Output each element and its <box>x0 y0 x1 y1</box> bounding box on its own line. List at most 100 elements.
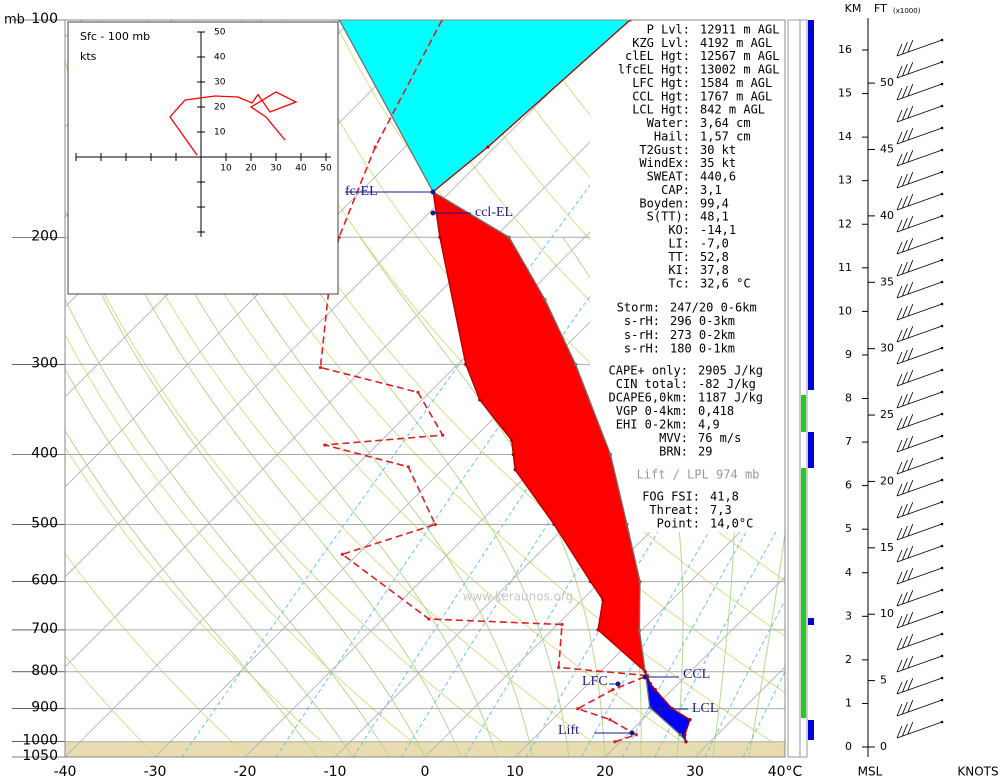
barb-staff <box>896 457 943 475</box>
barb-staff <box>896 721 943 739</box>
hodograph-line <box>169 91 298 156</box>
temperature-point <box>464 362 468 366</box>
barb-dot <box>940 610 944 614</box>
temperature-point <box>653 688 657 692</box>
moist-adiabat <box>162 237 498 757</box>
barb-staff <box>896 105 943 123</box>
parameter-value: 12911 m AGL <box>700 23 779 37</box>
barb-feather <box>896 263 903 277</box>
hodo-y-tick-label: 20 <box>214 103 226 113</box>
barb-feather <box>896 65 903 79</box>
isotherm <box>65 20 623 578</box>
dry-adiabat <box>65 208 523 757</box>
barb-feather <box>902 635 908 649</box>
barb-feather <box>896 417 903 431</box>
barb-dot <box>940 522 944 526</box>
green-flag <box>801 468 806 718</box>
label-layer: -40 -30 -20 -10 0 10 20 30 40°C 100 200 300 400 500 60… <box>4 11 803 780</box>
barb-feather <box>902 63 908 77</box>
barb-feather <box>907 590 914 603</box>
level-dot <box>657 706 663 712</box>
barb-feather <box>902 217 908 231</box>
km-tick-label: 15 <box>838 87 852 100</box>
dewpoint-point <box>427 617 431 621</box>
y-tick-label: 500 <box>31 515 58 531</box>
barb-feather <box>896 549 903 563</box>
dry-adiabat <box>100 20 705 757</box>
barb-staff <box>896 479 943 497</box>
parameter-value: 13002 m AGL <box>700 63 779 77</box>
barb-feather <box>907 106 914 119</box>
barb-feather <box>896 703 903 717</box>
barb-feather <box>902 41 908 55</box>
dry-adiabat <box>147 20 785 751</box>
barb-dot <box>940 126 944 130</box>
dewpoint-point <box>318 365 323 370</box>
barb-feather <box>896 285 903 299</box>
barb-feather <box>896 373 903 387</box>
parameter-label: P Lvl: <box>647 23 690 37</box>
barb-feather <box>907 128 914 141</box>
dewpoint-point <box>441 433 445 437</box>
parameter-box <box>590 20 785 532</box>
km-header: KM <box>845 2 862 15</box>
parcel-point <box>608 452 613 457</box>
barb-feather <box>902 701 908 715</box>
km-tick-label: 6 <box>845 479 852 492</box>
moist-adiabat <box>282 236 570 757</box>
parameter-label: KO: <box>668 223 690 237</box>
temperature-point <box>601 598 605 602</box>
barb-feather <box>902 393 908 407</box>
km-tick-label: 8 <box>845 392 852 405</box>
barb-feather <box>907 392 914 405</box>
barb-dot <box>940 236 944 240</box>
parameter-label: KZG Lvl: <box>632 36 690 50</box>
barb-dot <box>940 82 944 86</box>
barb-feather <box>896 637 903 651</box>
parameter-value: 4,9 <box>698 418 720 432</box>
x-tick-label: 20 <box>596 764 614 780</box>
barb-feather <box>902 107 908 121</box>
y-tick-label: 100 <box>31 11 58 27</box>
parameter-value: 3,1 <box>700 183 722 197</box>
level-dot <box>615 681 621 687</box>
ft-tick-label: 40 <box>880 209 894 222</box>
parameter-label: CIN total: <box>616 377 688 391</box>
barb-feather <box>902 547 908 561</box>
parameter-value: 52,8 <box>700 250 729 264</box>
barb-feather <box>896 241 903 255</box>
mixing-ratio-line <box>704 599 785 757</box>
level-label: LCL <box>692 701 718 716</box>
blue-flag <box>808 20 814 390</box>
barb-dot <box>940 346 944 350</box>
barb-feather <box>902 613 908 627</box>
barb-feather <box>907 260 914 273</box>
barb-dot <box>940 214 944 218</box>
dry-adiabat <box>65 655 158 757</box>
dewpoint-point <box>323 443 327 447</box>
hodograph-unit: kts <box>80 50 97 63</box>
parameter-value: 1,57 cm <box>700 129 751 143</box>
barb-feather <box>896 131 903 145</box>
barb-staff <box>896 699 943 717</box>
km-tick-label: 4 <box>845 566 852 579</box>
barb-dot <box>940 390 944 394</box>
green-flag <box>801 395 806 432</box>
barb-dot <box>940 324 944 328</box>
barb-feather <box>907 348 914 361</box>
km-tick-label: 7 <box>845 435 852 448</box>
barb-feather <box>896 439 903 453</box>
moist-adiabat <box>748 529 785 757</box>
barb-dot <box>940 280 944 284</box>
parameter-label: LFC Hgt: <box>632 76 690 90</box>
strip-1 <box>787 19 801 758</box>
moist-adiabat <box>115 237 462 757</box>
temperature-point <box>478 398 482 402</box>
ft-tick-label: 45 <box>880 142 894 155</box>
km-tick-label: 5 <box>845 522 852 535</box>
barb-staff <box>896 149 943 167</box>
parameter-label: VGP 0-4km: <box>616 404 688 418</box>
barb-dot <box>940 566 944 570</box>
km-tick-label: 9 <box>845 348 852 361</box>
barb-staff <box>896 677 943 695</box>
